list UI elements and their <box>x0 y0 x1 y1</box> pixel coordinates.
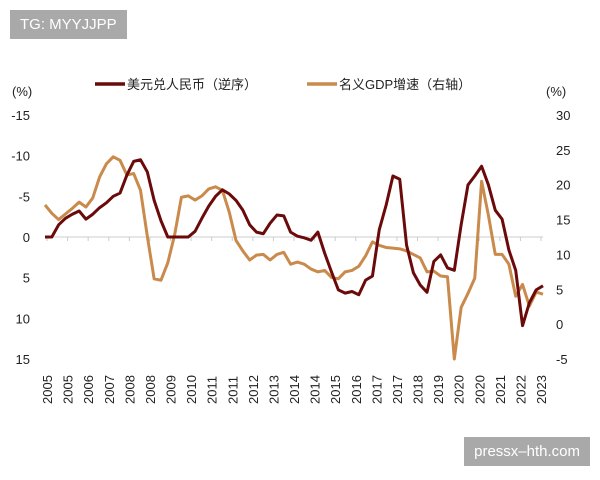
right-unit-label: (%) <box>546 84 566 99</box>
right-tick-label: 30 <box>556 108 570 123</box>
watermark-top: TG: MYYJJPP <box>10 10 127 39</box>
right-tick-label: -5 <box>556 352 568 367</box>
x-tick-label: 2017 <box>369 375 384 404</box>
x-tick-label: 2022 <box>513 375 528 404</box>
right-tick-label: 10 <box>556 247 570 262</box>
x-tick-label: 2011 <box>225 376 240 404</box>
left-tick-label: -5 <box>18 189 30 204</box>
left-tick-label: -15 <box>11 108 30 123</box>
x-tick-label: 2011 <box>205 376 220 404</box>
right-tick-label: 15 <box>556 213 570 228</box>
left-tick-label: 10 <box>16 311 30 326</box>
left-unit-label: (%) <box>12 84 32 99</box>
x-tick-label: 2007 <box>102 375 117 404</box>
legend: 美元兑人民币（逆序） 名义GDP增速（右轴） <box>95 77 471 92</box>
left-tick-label: 15 <box>16 352 30 367</box>
right-tick-label: 20 <box>556 178 570 193</box>
x-tick-label: 2019 <box>431 375 446 404</box>
right-tick-label: 0 <box>556 317 563 332</box>
x-tick-label: 2020 <box>452 375 467 404</box>
left-tick-label: -10 <box>11 149 30 164</box>
legend-label: 美元兑人民币（逆序） <box>127 77 257 92</box>
right-tick-label: 5 <box>556 282 563 297</box>
x-tick-label: 2017 <box>390 375 405 404</box>
x-tick-label: 2023 <box>534 375 549 404</box>
x-tick-label: 2005 <box>40 375 55 404</box>
x-tick-label: 2014 <box>287 375 302 404</box>
x-tick-label: 2016 <box>349 375 364 404</box>
watermark-bottom: pressx–hth.com <box>464 437 590 466</box>
x-tick-label: 2009 <box>164 375 179 404</box>
right-tick-label: 25 <box>556 143 570 158</box>
legend-label: 名义GDP增速（右轴） <box>339 77 471 92</box>
series-line-usdcny <box>45 158 544 328</box>
x-tick-label: 2018 <box>411 375 426 404</box>
x-tick-label: 2020 <box>472 375 487 404</box>
left-tick-label: 0 <box>23 230 30 245</box>
x-tick-label: 2005 <box>61 375 76 404</box>
x-tick-label: 2006 <box>81 375 96 404</box>
x-tick-label: 2015 <box>328 375 343 404</box>
x-tick-label: 2014 <box>308 375 323 404</box>
x-tick-label: 2008 <box>122 375 137 404</box>
x-tick-label: 2010 <box>184 375 199 404</box>
x-tick-label: 2013 <box>266 375 281 404</box>
x-tick-label: 2021 <box>493 375 508 404</box>
x-tick-label: 2012 <box>246 375 261 404</box>
x-tick-label: 2008 <box>143 375 158 404</box>
left-tick-label: 5 <box>23 271 30 286</box>
